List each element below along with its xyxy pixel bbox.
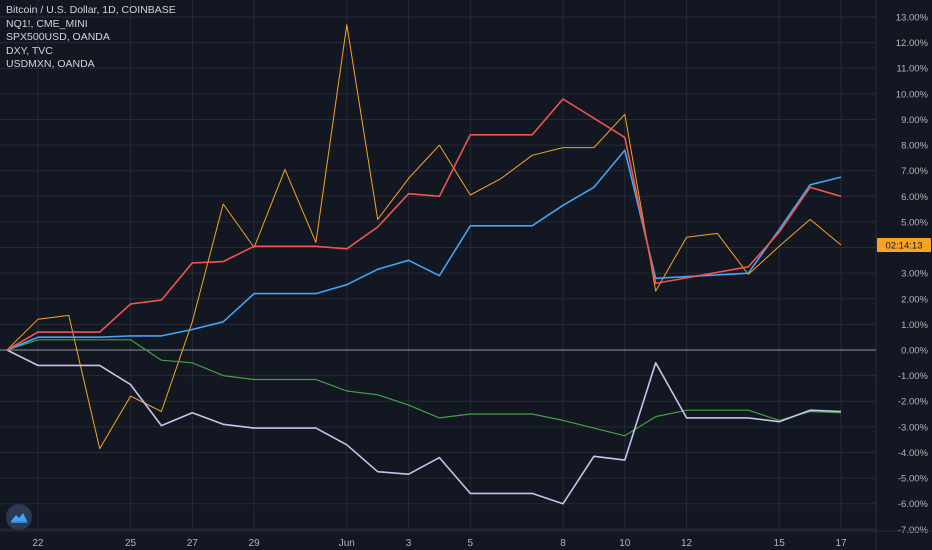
price-tag-countdown: 02:14:13 (886, 240, 923, 251)
series-line-nq[interactable] (6, 98, 842, 351)
legend-item-btc[interactable]: Bitcoin / U.S. Dollar, 1D, COINBASE (6, 4, 176, 16)
y-tick-label: -3.00% (898, 422, 929, 433)
x-tick-label: 22 (32, 538, 44, 549)
plot-area (0, 0, 876, 531)
y-tick-label: 12.00% (896, 38, 929, 49)
series-line-spx[interactable] (6, 149, 842, 351)
x-tick-label: 15 (774, 538, 786, 549)
y-tick-label: -7.00% (898, 525, 929, 536)
y-tick-label: 2.00% (901, 294, 928, 305)
legend-item-spx[interactable]: SPX500USD, OANDA (6, 31, 110, 43)
y-tick-label: 10.00% (896, 89, 929, 100)
x-tick-label: 8 (560, 538, 566, 549)
x-tick-label: 25 (125, 538, 137, 549)
y-tick-label: -5.00% (898, 474, 929, 485)
legend-item-nq[interactable]: NQ1!, CME_MINI (6, 17, 88, 30)
y-tick-label: -4.00% (898, 448, 929, 459)
x-tick-label: 27 (187, 538, 199, 549)
y-tick-label: 6.00% (901, 192, 928, 203)
x-tick-label: 29 (249, 538, 261, 549)
x-tick-label: 3 (406, 538, 412, 549)
x-tick-label: 17 (835, 538, 847, 549)
y-tick-label: 9.00% (901, 115, 928, 126)
price-tag-background (877, 237, 931, 252)
legend: Bitcoin / U.S. Dollar, 1D, COINBASE NQ1!… (6, 4, 176, 72)
y-tick-label: -1.00% (898, 371, 929, 382)
y-tick-label: 0.00% (901, 346, 928, 357)
series-line-usdmxn[interactable] (6, 349, 842, 505)
x-tick-label: 5 (468, 538, 474, 549)
x-tick-label: 10 (619, 538, 631, 549)
legend-item-dxy[interactable]: DXY, TVC (6, 44, 53, 57)
legend-item-usdmxn[interactable]: USDMXN, OANDA (6, 58, 95, 70)
y-tick-label: 1.00% (901, 320, 928, 331)
y-tick-label: 13.00% (896, 13, 929, 24)
y-tick-label: 3.00% (901, 269, 928, 280)
series-line-dxy[interactable] (6, 339, 842, 437)
y-tick-label: 5.00% (901, 217, 928, 228)
y-tick-label: 11.00% (896, 64, 928, 75)
tradingview-logo-icon[interactable] (6, 504, 32, 530)
x-tick-label: 12 (681, 538, 693, 549)
y-tick-label: 8.00% (901, 141, 928, 152)
y-tick-label: 7.00% (901, 166, 928, 177)
x-tick-label: Jun (339, 538, 355, 549)
y-tick-label: -2.00% (898, 397, 929, 408)
y-tick-label: -6.00% (898, 499, 929, 510)
